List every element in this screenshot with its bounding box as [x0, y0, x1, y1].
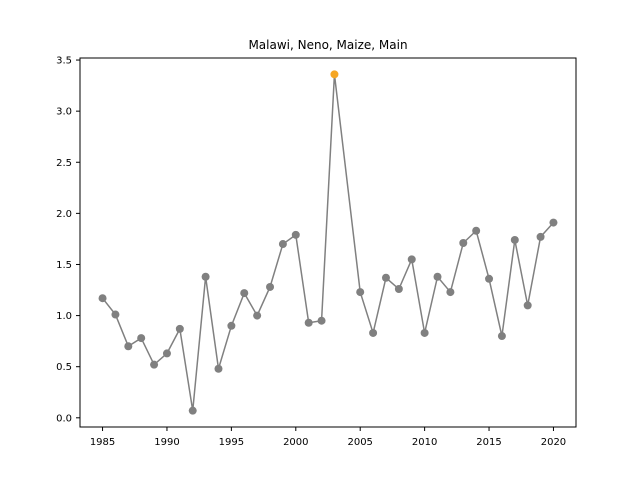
y-tick-label: 3.5: [56, 56, 72, 67]
data-point: [446, 288, 455, 297]
y-tick-label: 0.5: [56, 362, 72, 373]
data-point: [459, 239, 468, 248]
data-point: [98, 294, 107, 303]
data-point: [188, 406, 197, 415]
highlight-point: [330, 70, 339, 79]
data-point: [536, 232, 545, 241]
series-line: [101, 74, 555, 411]
data-point: [175, 324, 184, 333]
y-tick-label: 1.5: [56, 260, 72, 271]
x-tick-label: 2015: [476, 437, 501, 448]
x-tick-label: 2000: [283, 437, 308, 448]
x-tick-label: 1995: [219, 437, 244, 448]
data-point: [253, 311, 262, 320]
y-axis: 0.0 0.5 1.0 1.5 2.0 2.5 3.0 3.5: [56, 56, 80, 424]
data-point: [201, 272, 210, 281]
data-point: [111, 310, 120, 319]
data-point: [497, 332, 506, 341]
data-point: [369, 328, 378, 337]
x-tick-label: 2010: [412, 437, 437, 448]
data-point: [407, 255, 416, 264]
data-point: [433, 272, 442, 281]
data-point: [549, 218, 558, 227]
data-point: [214, 364, 223, 373]
data-point: [162, 349, 171, 358]
data-point: [124, 342, 133, 351]
y-tick-label: 2.5: [56, 158, 72, 169]
x-tick-label: 2005: [347, 437, 372, 448]
data-point: [278, 240, 287, 249]
y-tick-label: 1.0: [56, 311, 72, 322]
x-axis: 1985 1990 1995 2000 2005 2010 2015 2020: [90, 427, 566, 448]
x-tick-label: 1985: [90, 437, 115, 448]
data-point: [485, 274, 494, 283]
data-point: [472, 226, 481, 235]
data-point: [266, 282, 275, 291]
data-point: [510, 235, 519, 244]
data-point: [240, 289, 249, 298]
y-tick-label: 3.0: [56, 107, 72, 118]
data-point: [356, 288, 365, 297]
data-point: [291, 230, 300, 239]
y-tick-label: 2.0: [56, 209, 72, 220]
data-point: [304, 318, 313, 327]
x-tick-label: 1990: [154, 437, 179, 448]
data-point: [394, 285, 403, 294]
y-tick-label: 0.0: [56, 413, 72, 424]
data-point: [137, 334, 146, 343]
data-point: [150, 360, 159, 369]
x-tick-label: 2020: [541, 437, 566, 448]
chart-title: Malawi, Neno, Maize, Main: [248, 38, 407, 52]
data-point: [381, 273, 390, 282]
plot-area-frame: [79, 57, 577, 428]
data-point: [317, 316, 326, 325]
data-point: [523, 301, 532, 310]
data-point: [227, 321, 236, 330]
data-point: [420, 328, 429, 337]
